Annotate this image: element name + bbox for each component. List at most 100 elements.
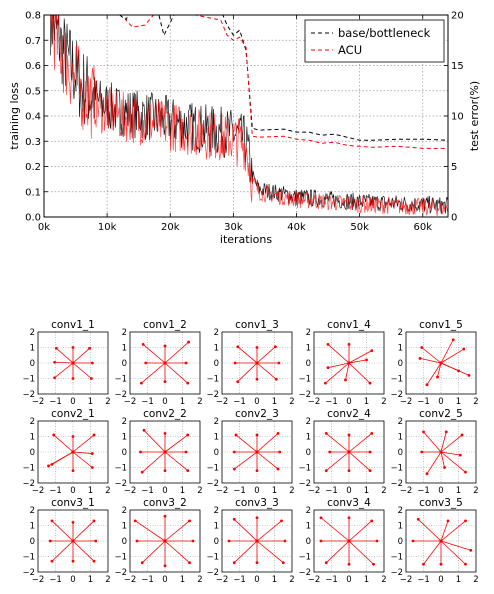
kernel-panel: conv1_4 −2−2 −1 −1 0 0 1 1 2 2 xyxy=(298,319,386,407)
panel-title: conv3_4 xyxy=(327,497,371,509)
offset-point xyxy=(54,346,58,350)
panel-y-tick-label: 1 xyxy=(214,522,219,532)
offset-point xyxy=(274,377,278,381)
panel-y-tick-label: 1 xyxy=(122,522,127,532)
panel-x-tick-label: −2 xyxy=(124,486,137,496)
offset-point xyxy=(187,340,191,344)
offset-ray xyxy=(72,520,95,542)
panel-title: conv2_3 xyxy=(235,408,279,420)
offset-point xyxy=(273,345,277,349)
offset-ray xyxy=(235,434,258,453)
panel-x-tick-label: 2 xyxy=(381,397,386,407)
offset-point xyxy=(368,381,372,385)
panel-x-tick-label: −1 xyxy=(233,486,246,496)
offset-ray xyxy=(440,451,466,473)
offset-point xyxy=(140,470,144,474)
offset-point xyxy=(71,377,75,380)
panel-y-tick-label: 0 xyxy=(306,359,311,369)
loss-line-acu xyxy=(50,15,448,216)
kernel-panel: conv1_2 −2−2 −1 −1 0 0 1 1 2 2 xyxy=(114,319,202,407)
offset-ray xyxy=(256,451,279,470)
offset-ray xyxy=(426,362,442,385)
kernel-panel: conv1_1 −2−2 −1 −1 0 0 1 1 2 2 xyxy=(22,319,110,407)
panel-x-tick-label: 2 xyxy=(197,575,202,585)
offset-ray xyxy=(440,451,445,468)
offset-point xyxy=(236,345,240,349)
offset-point xyxy=(188,519,191,523)
offset-point xyxy=(188,561,191,565)
panel-x-tick-label: −2 xyxy=(32,397,45,407)
center-point xyxy=(71,539,75,543)
panel-frame xyxy=(129,509,201,573)
offset-point xyxy=(420,450,424,454)
y-tick-label: 0.8 xyxy=(25,11,41,22)
y-axis-label: training loss xyxy=(8,82,21,150)
panel-x-tick-label: 1 xyxy=(88,397,93,407)
offset-point xyxy=(227,539,231,543)
center-point xyxy=(163,539,167,543)
offset-point xyxy=(281,561,285,565)
offset-ray xyxy=(72,451,93,454)
offset-ray xyxy=(164,362,189,384)
offset-point xyxy=(184,361,188,365)
panel-y-tick-label: 2 xyxy=(214,328,219,338)
panel-y-tick-label: 2 xyxy=(398,328,403,338)
offset-ray xyxy=(423,540,442,565)
offset-point xyxy=(319,516,323,520)
offset-point xyxy=(184,450,188,454)
center-point xyxy=(439,539,443,543)
panel-y-tick-label: 0 xyxy=(214,448,219,458)
panel-x-tick-label: 1 xyxy=(456,575,461,585)
panel-title: conv3_2 xyxy=(143,497,187,509)
offset-ray xyxy=(417,519,442,542)
panel-y-tick-label: 0 xyxy=(30,537,35,547)
center-point xyxy=(347,539,351,543)
panel-y-tick-label: 0 xyxy=(306,537,311,547)
panel-x-tick-label: −1 xyxy=(141,397,154,407)
offset-point xyxy=(347,516,351,520)
offset-point xyxy=(234,433,238,437)
offset-ray xyxy=(72,347,90,364)
panel-x-tick-label: 2 xyxy=(381,575,386,585)
kernel-panel: conv2_1 −2−2 −1 −1 0 0 1 1 2 2 xyxy=(22,408,110,496)
offset-point xyxy=(422,562,425,566)
x-tick-label: 60k xyxy=(413,222,432,233)
panel-y-tick-label: 2 xyxy=(122,506,127,516)
panel-y-tick-label: 1 xyxy=(398,522,403,532)
panel-x-tick-label: 2 xyxy=(197,486,202,496)
offset-ray xyxy=(72,362,92,379)
offset-point xyxy=(277,361,281,365)
panel-y-tick-label: −2 xyxy=(298,568,311,578)
legend-label: ACU xyxy=(338,43,362,57)
panel-y-tick-label: −1 xyxy=(298,464,311,474)
kernel-panel: conv2_4 −2−2 −1 −1 0 0 1 1 2 2 xyxy=(298,408,386,496)
offset-point xyxy=(370,519,374,523)
offset-point xyxy=(416,517,420,521)
offset-ray xyxy=(256,520,282,542)
panel-x-tick-label: 1 xyxy=(272,486,277,496)
x-tick-label: 50k xyxy=(350,222,369,233)
offset-point xyxy=(142,428,146,432)
offset-point xyxy=(324,561,328,565)
panel-x-tick-label: −1 xyxy=(49,486,62,496)
panel-x-tick-label: 1 xyxy=(272,397,277,407)
offset-point xyxy=(276,432,280,435)
panel-y-tick-label: 1 xyxy=(306,433,311,443)
panel-x-tick-label: 2 xyxy=(289,397,294,407)
offset-point xyxy=(324,432,328,435)
offset-point xyxy=(328,450,332,454)
kernel-panel: conv1_5 −2−2 −1 −1 0 0 1 1 2 2 xyxy=(390,319,478,407)
panel-x-tick-label: 2 xyxy=(289,575,294,585)
offset-point xyxy=(451,338,455,342)
panel-y-tick-label: −2 xyxy=(22,390,35,400)
panel-x-tick-label: −2 xyxy=(308,486,321,496)
center-point xyxy=(347,450,351,454)
offset-point xyxy=(236,380,240,383)
offset-point xyxy=(186,381,190,385)
panel-y-tick-label: −1 xyxy=(390,464,403,474)
center-point xyxy=(163,361,167,365)
panel-y-tick-label: 2 xyxy=(306,506,311,516)
panel-x-tick-label: −2 xyxy=(216,397,229,407)
offset-ray xyxy=(143,430,166,453)
kernel-panel: conv3_5 −2−2 −1 −1 0 0 1 1 2 2 xyxy=(390,497,478,585)
